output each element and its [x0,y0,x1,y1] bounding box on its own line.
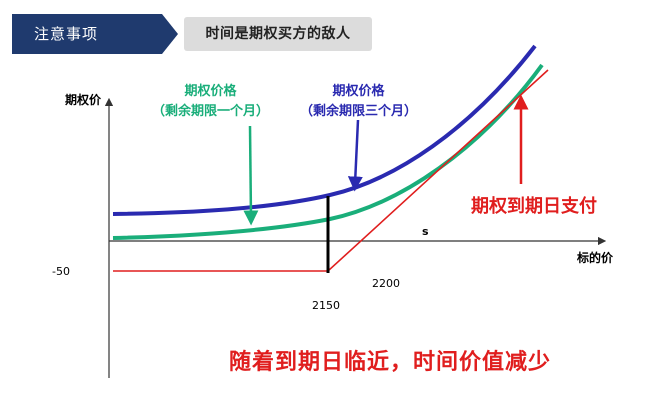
green-option-price-curve [112,63,544,240]
blue-curve-label-line1: 期权价格 [332,84,385,99]
green-curve-label-line2: （剩余期限一个月） [152,104,270,119]
blue-curve-label-line2: （剩余期限三个月） [300,104,418,119]
x-axis-label: 标的价 [577,251,614,265]
green-curve-label-line1: 期权价格 [184,84,237,99]
minus-fifty-label: -50 [52,265,70,278]
blue-curve-label: 期权价格 （剩余期限三个月） [300,82,417,122]
strike-price-label: 2150 [312,299,340,312]
y-axis-label: 期权价 [65,93,102,107]
header-chevron-shape [12,14,178,54]
green-curve-label: 期权价格 （剩余期限一个月） [152,82,269,122]
payoff-label: 期权到期日支付 [471,196,597,217]
blue-label-arrow [347,119,363,192]
slide-subtitle: 时间是期权买方的敌人 [184,17,372,51]
blue-option-price-curve [112,44,537,216]
breakeven-price-label: 2200 [372,277,400,290]
s-label: s [422,225,429,238]
green-label-arrow [243,125,259,226]
section-header: 注意事项 [12,14,180,54]
conclusion-text: 随着到期日临近，时间价值减少 [229,350,552,375]
section-title: 注意事项 [34,25,99,43]
